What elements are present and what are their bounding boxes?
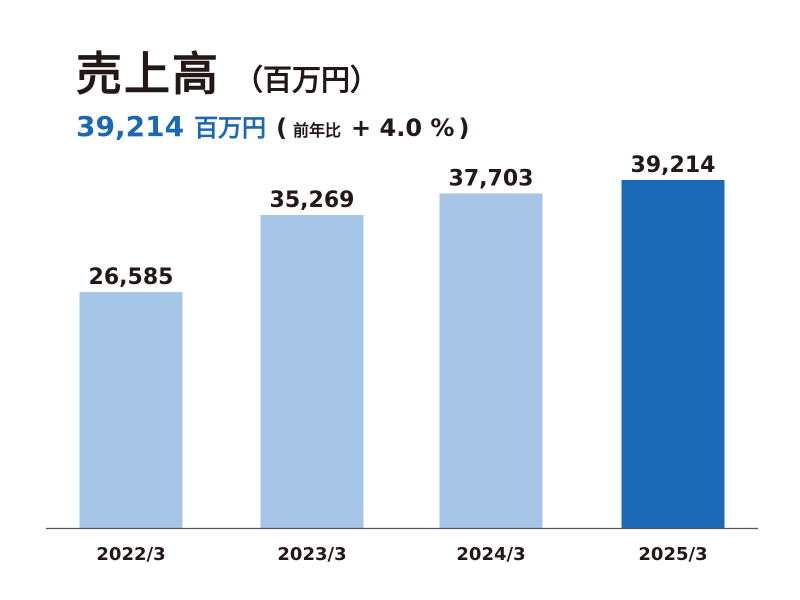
bars-layer [79,180,725,529]
value-label: 39,214 [631,153,716,178]
bar-2025-3 [621,180,725,528]
paren-open: ( [276,114,288,142]
paren-close: ) [458,114,470,142]
value-label: 26,585 [89,265,174,290]
headline-value-unit: 百万円 [194,114,267,142]
chart-title-row: 売上高 （百万円） [76,38,379,102]
bar-2024-3 [439,193,543,529]
x-tick-label: 2024/3 [456,544,525,565]
headline-summary: 39,214 百万円 ( 前年比 + 4.0 % ) [76,108,469,143]
value-labels-layer: 26,585 35,269 37,703 39,214 [89,153,716,290]
yoy-label: 前年比 [293,121,342,140]
x-tick-label: 2023/3 [277,544,346,565]
bar-2023-3 [260,215,364,528]
x-tick-labels-layer: 2022/3 2023/3 2024/3 2025/3 [96,544,707,565]
yoy-value: + 4.0 % [351,114,455,142]
x-tick-label: 2025/3 [638,544,707,565]
x-tick-label: 2022/3 [96,544,165,565]
headline-value: 39,214 [76,110,185,143]
chart-title: 売上高 [76,47,220,101]
bar-2022-3 [79,292,183,528]
value-label: 37,703 [449,166,534,191]
value-label: 35,269 [270,188,355,213]
chart-unit-label: （百万円） [234,63,380,97]
